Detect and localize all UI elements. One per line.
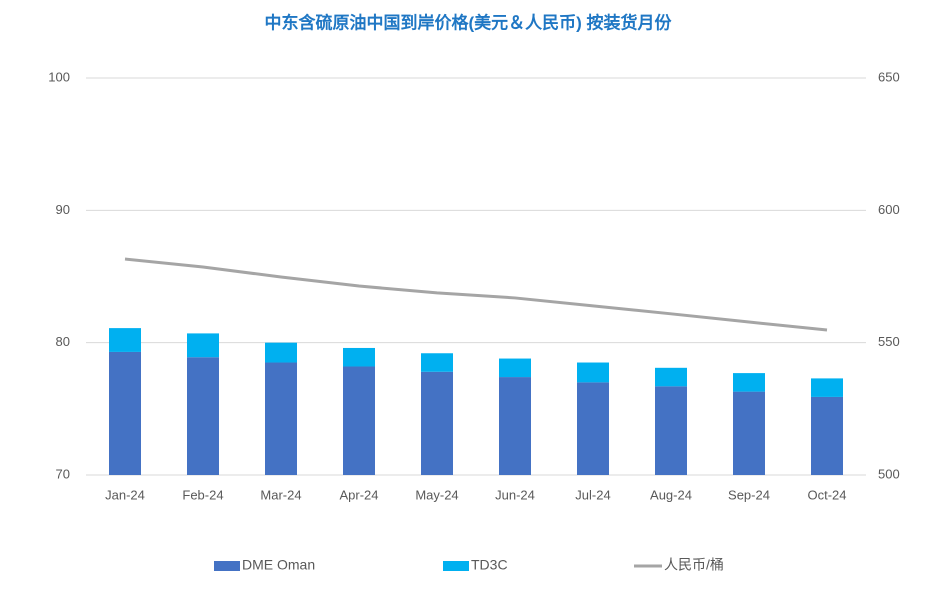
bar [577, 362, 609, 383]
x-tick-label: Jul-24 [575, 487, 610, 502]
x-tick-label: Mar-24 [260, 487, 301, 502]
y2-tick-label: 650 [878, 69, 900, 84]
bar [109, 328, 141, 352]
y-tick-label: 90 [56, 202, 70, 217]
legend-label: DME Oman [242, 557, 315, 573]
x-tick-label: Jan-24 [105, 487, 145, 502]
bar [655, 367, 687, 387]
x-tick-label: Feb-24 [182, 487, 223, 502]
legend-swatch [443, 561, 469, 571]
y2-tick-label: 500 [878, 466, 900, 481]
bar [187, 333, 219, 358]
bar [109, 351, 141, 475]
legend-label: TD3C [471, 557, 508, 573]
x-tick-label: Apr-24 [339, 487, 378, 502]
line [124, 257, 828, 332]
x-tick-label: Sep-24 [728, 487, 770, 502]
x-tick-label: Jun-24 [495, 487, 535, 502]
legend-swatch [214, 561, 240, 571]
y2-tick-label: 600 [878, 202, 900, 217]
bar [343, 366, 375, 475]
x-tick-label: May-24 [415, 487, 458, 502]
x-tick-label: Oct-24 [807, 487, 846, 502]
y-tick-label: 70 [56, 466, 70, 481]
legend-label: 人民币/桶 [664, 557, 724, 573]
y2-tick-label: 550 [878, 334, 900, 349]
bar [811, 378, 843, 397]
bar [343, 347, 375, 367]
chart-title: 中东含硫原油中国到岸价格(美元＆人民币) 按装货月份 [264, 12, 672, 32]
bar [733, 373, 765, 392]
bar [421, 371, 453, 475]
bar [577, 382, 609, 475]
bar [499, 358, 531, 378]
bar [265, 342, 297, 363]
bar [655, 386, 687, 475]
x-tick-label: Aug-24 [650, 487, 692, 502]
bar [733, 391, 765, 475]
bar [811, 396, 843, 475]
y-tick-label: 100 [48, 69, 70, 84]
y-tick-label: 80 [56, 334, 70, 349]
bar [187, 357, 219, 475]
bar [499, 377, 531, 475]
bar [421, 353, 453, 372]
bar [265, 362, 297, 475]
